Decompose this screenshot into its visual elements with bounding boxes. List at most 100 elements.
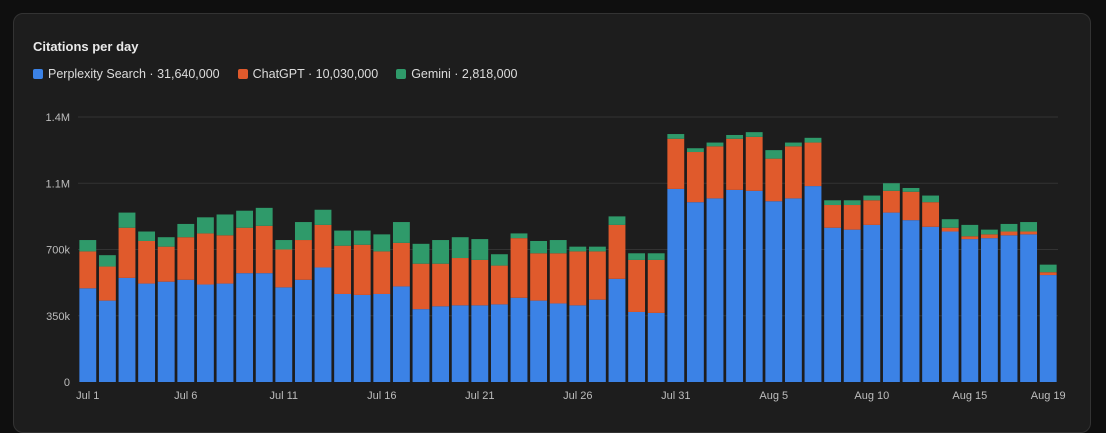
bar-segment-perplexity[interactable] [451, 305, 469, 382]
bar-segment-chatgpt[interactable] [334, 245, 352, 294]
bar-segment-perplexity[interactable] [902, 220, 920, 382]
bar-segment-perplexity[interactable] [922, 226, 940, 382]
bar-segment-chatgpt[interactable] [196, 233, 214, 285]
bar-segment-gemini[interactable] [334, 230, 352, 246]
bar-segment-gemini[interactable] [79, 240, 97, 252]
bar-segment-perplexity[interactable] [157, 281, 175, 382]
bar-segment-gemini[interactable] [1020, 222, 1038, 232]
bar-segment-chatgpt[interactable] [647, 259, 665, 313]
bar-segment-gemini[interactable] [471, 239, 489, 260]
bar-segment-perplexity[interactable] [549, 303, 567, 382]
bar-segment-chatgpt[interactable] [471, 259, 489, 306]
bar-segment-gemini[interactable] [373, 234, 391, 252]
bar-segment-chatgpt[interactable] [392, 242, 410, 287]
bar-segment-gemini[interactable] [1000, 223, 1018, 232]
bar-segment-perplexity[interactable] [294, 279, 312, 382]
bar-segment-perplexity[interactable] [1039, 275, 1057, 382]
bar-segment-chatgpt[interactable] [569, 251, 587, 306]
bar-segment-perplexity[interactable] [275, 287, 293, 382]
bar-segment-chatgpt[interactable] [412, 263, 430, 310]
bar-segment-gemini[interactable] [118, 212, 136, 228]
bar-segment-gemini[interactable] [412, 243, 430, 264]
bar-segment-perplexity[interactable] [628, 311, 646, 382]
bar-segment-gemini[interactable] [902, 187, 920, 192]
bar-segment-perplexity[interactable] [177, 279, 195, 382]
bar-segment-perplexity[interactable] [314, 267, 332, 382]
bar-segment-perplexity[interactable] [353, 294, 371, 382]
bar-segment-gemini[interactable] [961, 224, 979, 237]
legend-item-chatgpt[interactable]: ChatGPT · 10,030,000 [237, 67, 378, 81]
bar-segment-gemini[interactable] [196, 217, 214, 234]
bar-segment-chatgpt[interactable] [510, 238, 528, 298]
bar-segment-gemini[interactable] [588, 246, 606, 252]
bar-segment-chatgpt[interactable] [118, 227, 136, 278]
bar-segment-perplexity[interactable] [1020, 234, 1038, 382]
bar-segment-perplexity[interactable] [647, 312, 665, 382]
bar-segment-chatgpt[interactable] [667, 138, 685, 189]
bar-segment-gemini[interactable] [628, 253, 646, 260]
bar-segment-gemini[interactable] [1039, 264, 1057, 273]
bar-segment-gemini[interactable] [530, 240, 548, 254]
bar-segment-chatgpt[interactable] [588, 251, 606, 300]
bar-segment-perplexity[interactable] [608, 278, 626, 382]
bar-segment-chatgpt[interactable] [98, 266, 116, 301]
bar-segment-gemini[interactable] [549, 240, 567, 254]
bar-segment-perplexity[interactable] [726, 189, 744, 383]
bar-segment-perplexity[interactable] [98, 300, 116, 382]
bar-segment-chatgpt[interactable] [549, 253, 567, 304]
bar-segment-perplexity[interactable] [412, 309, 430, 383]
bar-segment-chatgpt[interactable] [138, 240, 156, 284]
bar-segment-chatgpt[interactable] [941, 227, 959, 232]
bar-segment-chatgpt[interactable] [1020, 231, 1038, 235]
bar-segment-chatgpt[interactable] [255, 225, 273, 274]
legend-item-gemini[interactable]: Gemini · 2,818,000 [396, 67, 518, 81]
bar-segment-gemini[interactable] [608, 216, 626, 225]
bar-segment-perplexity[interactable] [667, 188, 685, 382]
bar-segment-chatgpt[interactable] [490, 265, 508, 305]
bar-segment-chatgpt[interactable] [373, 251, 391, 294]
bar-segment-gemini[interactable] [980, 229, 998, 235]
bar-segment-perplexity[interactable] [941, 231, 959, 382]
bar-segment-gemini[interactable] [510, 233, 528, 239]
bar-segment-perplexity[interactable] [1000, 235, 1018, 382]
bar-segment-gemini[interactable] [686, 148, 704, 153]
bar-segment-perplexity[interactable] [961, 239, 979, 382]
bar-segment-chatgpt[interactable] [79, 251, 97, 289]
bar-segment-gemini[interactable] [353, 230, 371, 245]
bar-segment-chatgpt[interactable] [608, 224, 626, 279]
bar-segment-gemini[interactable] [824, 200, 842, 206]
bar-segment-perplexity[interactable] [138, 283, 156, 382]
bar-segment-perplexity[interactable] [706, 198, 724, 382]
legend-item-perplexity[interactable]: Perplexity Search · 31,640,000 [33, 67, 220, 81]
bar-segment-perplexity[interactable] [236, 273, 254, 382]
bar-segment-perplexity[interactable] [588, 299, 606, 382]
bar-segment-perplexity[interactable] [882, 212, 900, 382]
bar-segment-perplexity[interactable] [373, 293, 391, 382]
bar-segment-perplexity[interactable] [490, 304, 508, 382]
bar-segment-chatgpt[interactable] [314, 224, 332, 268]
bar-segment-perplexity[interactable] [804, 186, 822, 382]
bar-segment-chatgpt[interactable] [882, 190, 900, 213]
bar-segment-perplexity[interactable] [432, 306, 450, 382]
bar-segment-perplexity[interactable] [255, 273, 273, 382]
bar-segment-chatgpt[interactable] [922, 202, 940, 227]
bar-segment-gemini[interactable] [882, 183, 900, 191]
bar-segment-perplexity[interactable] [334, 293, 352, 382]
bar-segment-gemini[interactable] [863, 195, 881, 201]
bar-segment-chatgpt[interactable] [961, 236, 979, 240]
bar-segment-perplexity[interactable] [686, 202, 704, 382]
bar-segment-gemini[interactable] [451, 237, 469, 259]
bar-segment-gemini[interactable] [804, 137, 822, 143]
bar-segment-chatgpt[interactable] [824, 205, 842, 228]
bar-segment-perplexity[interactable] [196, 284, 214, 382]
bar-segment-chatgpt[interactable] [843, 205, 861, 230]
bar-segment-gemini[interactable] [275, 240, 293, 250]
bar-segment-gemini[interactable] [216, 214, 234, 236]
bar-segment-gemini[interactable] [177, 223, 195, 238]
bar-segment-perplexity[interactable] [745, 190, 763, 382]
bar-segment-gemini[interactable] [706, 142, 724, 147]
bar-segment-gemini[interactable] [98, 255, 116, 267]
bar-segment-gemini[interactable] [941, 219, 959, 228]
bar-segment-gemini[interactable] [667, 134, 685, 139]
bar-segment-gemini[interactable] [314, 209, 332, 225]
